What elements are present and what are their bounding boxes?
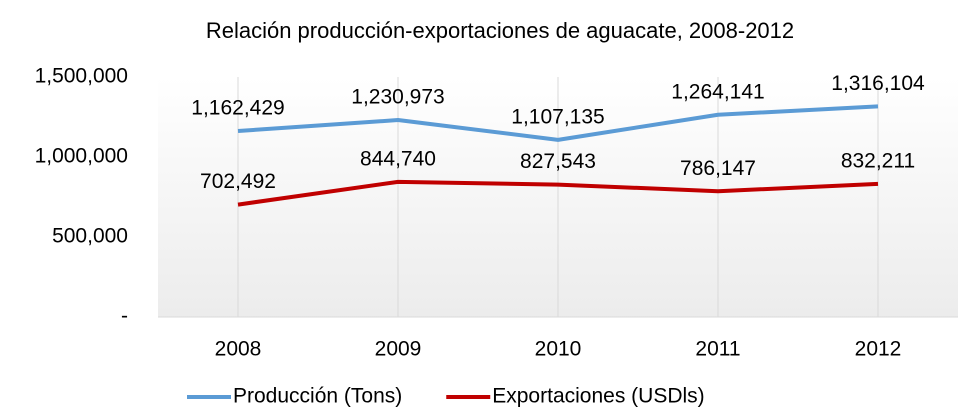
x-tick-label: 2011 bbox=[695, 338, 740, 361]
x-tick-label: 2009 bbox=[375, 338, 422, 361]
data-label: 832,211 bbox=[841, 149, 915, 172]
x-tick-label: 2012 bbox=[855, 338, 902, 361]
y-tick-label: - bbox=[121, 305, 128, 328]
legend-label: Producción (Tons) bbox=[233, 385, 402, 408]
y-tick-label: 500,000 bbox=[52, 225, 128, 248]
data-label: 1,230,973 bbox=[351, 86, 444, 109]
chart-title: Relación producción-exportaciones de agu… bbox=[206, 18, 794, 43]
data-label: 1,107,135 bbox=[511, 105, 604, 128]
data-label: 786,147 bbox=[680, 157, 756, 180]
data-label: 1,162,429 bbox=[191, 97, 284, 120]
data-label: 827,543 bbox=[520, 150, 596, 173]
data-label: 1,316,104 bbox=[831, 72, 925, 95]
y-tick-label: 1,500,000 bbox=[35, 65, 128, 88]
y-tick-label: 1,000,000 bbox=[35, 145, 128, 168]
data-label: 702,492 bbox=[200, 170, 276, 193]
x-tick-label: 2010 bbox=[535, 338, 582, 361]
data-label: 844,740 bbox=[360, 147, 436, 170]
legend-label: Exportaciones (USDls) bbox=[492, 385, 704, 408]
x-tick-label: 2008 bbox=[215, 338, 262, 361]
series-line bbox=[237, 104, 879, 142]
data-label: 1,264,141 bbox=[671, 80, 764, 103]
series-line bbox=[237, 179, 879, 207]
